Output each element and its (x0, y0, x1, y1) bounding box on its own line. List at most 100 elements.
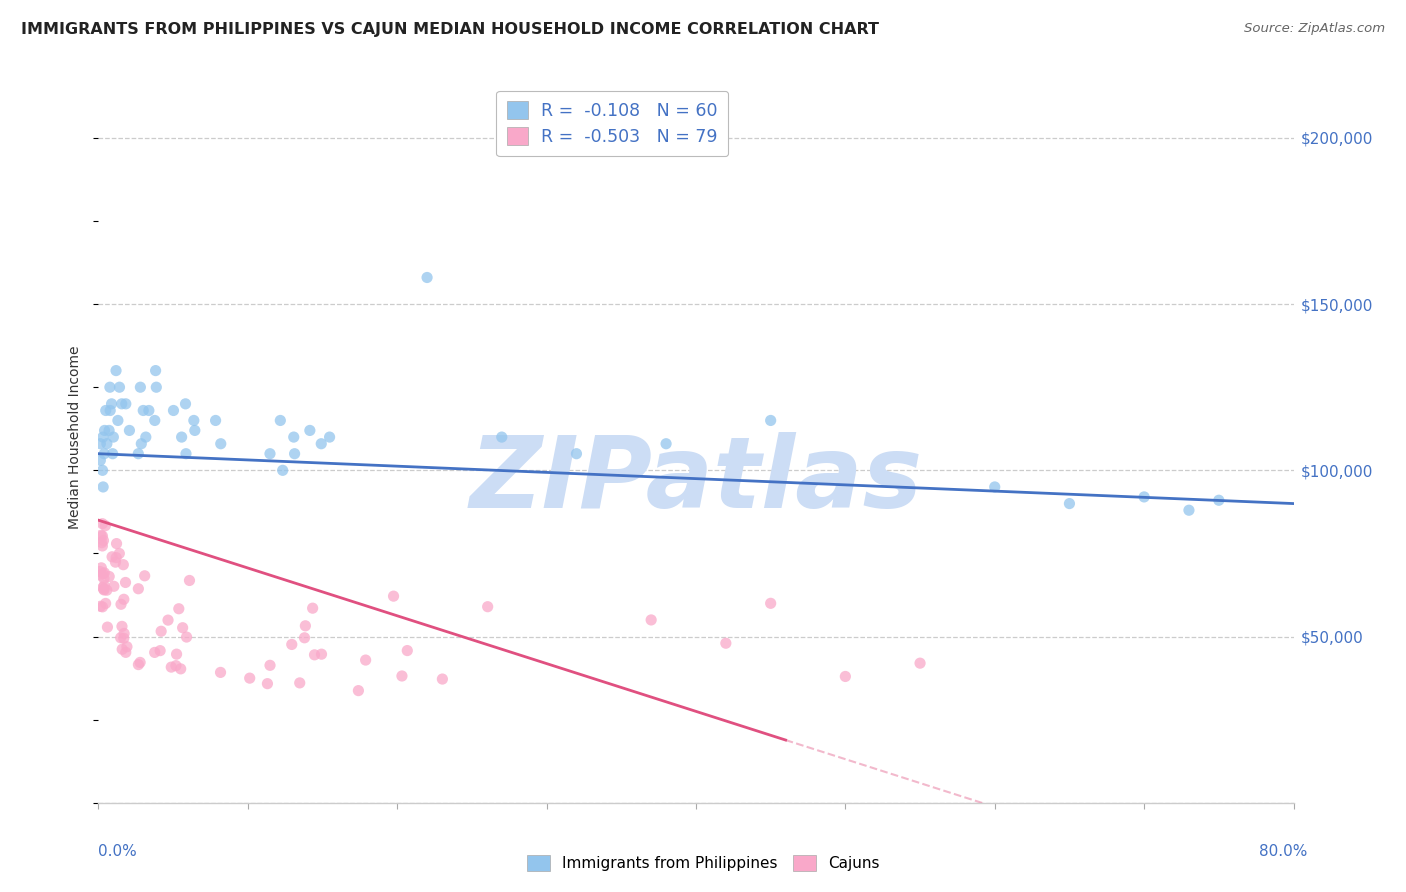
Point (150, 624, 173, 639)
Text: 0.0%: 0.0% (98, 845, 138, 859)
Point (96, 583, 118, 598)
Point (318, 430, 340, 444)
Point (108, 380, 131, 394)
Point (93, 566, 115, 580)
Point (89, 453, 111, 467)
Point (160, 660, 183, 674)
Point (145, 363, 167, 377)
Point (157, 613, 180, 627)
Point (714, 636, 737, 650)
Point (90, 528, 112, 542)
Point (239, 671, 262, 685)
Point (93, 582, 115, 597)
Point (170, 430, 193, 444)
Point (209, 436, 232, 450)
Point (111, 397, 134, 411)
Point (283, 430, 305, 444)
Point (93, 579, 115, 593)
Point (162, 403, 184, 417)
Point (96, 620, 118, 634)
Text: 80.0%: 80.0% (1260, 845, 1308, 859)
Point (149, 643, 172, 657)
Point (93, 572, 115, 586)
Point (94, 518, 117, 533)
Point (103, 430, 125, 444)
Point (114, 575, 136, 590)
Point (396, 643, 419, 657)
Point (301, 601, 323, 615)
Point (135, 430, 157, 444)
Point (432, 672, 454, 686)
Point (354, 653, 377, 667)
Point (112, 632, 135, 646)
Point (89, 568, 111, 582)
Point (89, 565, 111, 579)
Point (416, 270, 439, 285)
Point (165, 658, 187, 673)
Point (107, 413, 129, 427)
Point (96, 436, 118, 450)
Point (382, 589, 405, 603)
Text: IMMIGRANTS FROM PHILIPPINES VS CAJUN MEDIAN HOUSEHOLD INCOME CORRELATION CHART: IMMIGRANTS FROM PHILIPPINES VS CAJUN MED… (21, 22, 879, 37)
Point (491, 430, 513, 444)
Legend: R =  -0.108   N = 60, R =  -0.503   N = 79: R = -0.108 N = 60, R = -0.503 N = 79 (496, 91, 728, 156)
Point (908, 656, 931, 670)
Point (91, 430, 114, 444)
Point (269, 413, 291, 427)
Point (304, 648, 326, 662)
Point (172, 621, 194, 635)
Point (105, 550, 128, 565)
Point (89, 436, 111, 450)
Point (101, 447, 124, 461)
Point (114, 645, 136, 659)
Point (298, 424, 321, 438)
Point (98, 380, 121, 394)
Point (311, 647, 333, 661)
Point (98, 424, 121, 438)
Point (131, 436, 153, 450)
Point (127, 447, 149, 461)
Point (93, 533, 115, 548)
Point (93, 424, 115, 438)
Point (104, 555, 127, 569)
Point (94, 596, 117, 610)
Point (112, 558, 135, 572)
Point (174, 447, 197, 461)
Point (143, 413, 166, 427)
Point (98, 569, 121, 583)
Point (176, 630, 198, 644)
Point (129, 656, 152, 670)
Point (91, 581, 114, 595)
Point (132, 403, 155, 417)
Text: ZIPatlas: ZIPatlas (470, 433, 922, 530)
Point (284, 447, 307, 461)
Legend: Immigrants from Philippines, Cajuns: Immigrants from Philippines, Cajuns (520, 849, 886, 877)
Point (1208, 493, 1230, 508)
Point (179, 574, 201, 588)
Point (98, 403, 121, 417)
Point (281, 637, 304, 651)
Point (94, 403, 117, 417)
Point (112, 592, 135, 607)
Point (259, 658, 281, 673)
Point (1133, 490, 1156, 504)
Point (91, 529, 114, 543)
Point (101, 549, 124, 564)
Point (93, 447, 115, 461)
Point (91, 463, 114, 477)
Point (118, 424, 141, 438)
Point (309, 436, 332, 450)
Point (288, 676, 311, 690)
Point (759, 596, 782, 610)
Point (100, 397, 122, 411)
Point (91, 566, 114, 581)
Point (90, 535, 112, 549)
Point (110, 597, 132, 611)
Point (640, 613, 662, 627)
Point (91, 599, 114, 614)
Point (90, 561, 112, 575)
Point (477, 599, 499, 614)
Point (112, 626, 135, 640)
Point (1178, 503, 1201, 517)
Point (170, 662, 193, 676)
